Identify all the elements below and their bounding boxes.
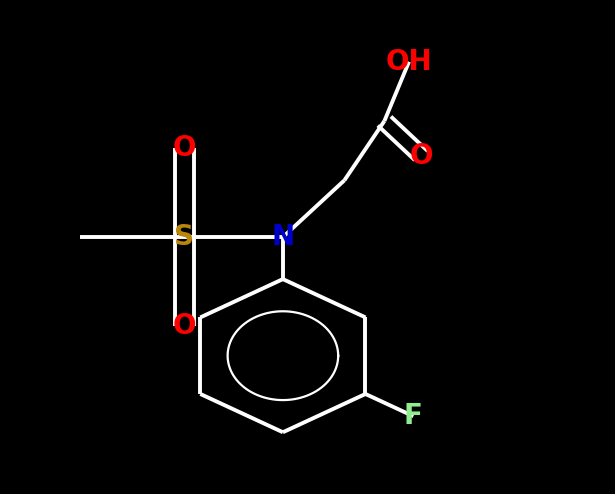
- Text: O: O: [410, 142, 433, 169]
- Text: O: O: [173, 312, 196, 340]
- Text: OH: OH: [386, 48, 432, 76]
- Text: S: S: [175, 223, 194, 251]
- Text: N: N: [271, 223, 295, 251]
- Text: O: O: [173, 134, 196, 162]
- Text: F: F: [404, 402, 423, 430]
